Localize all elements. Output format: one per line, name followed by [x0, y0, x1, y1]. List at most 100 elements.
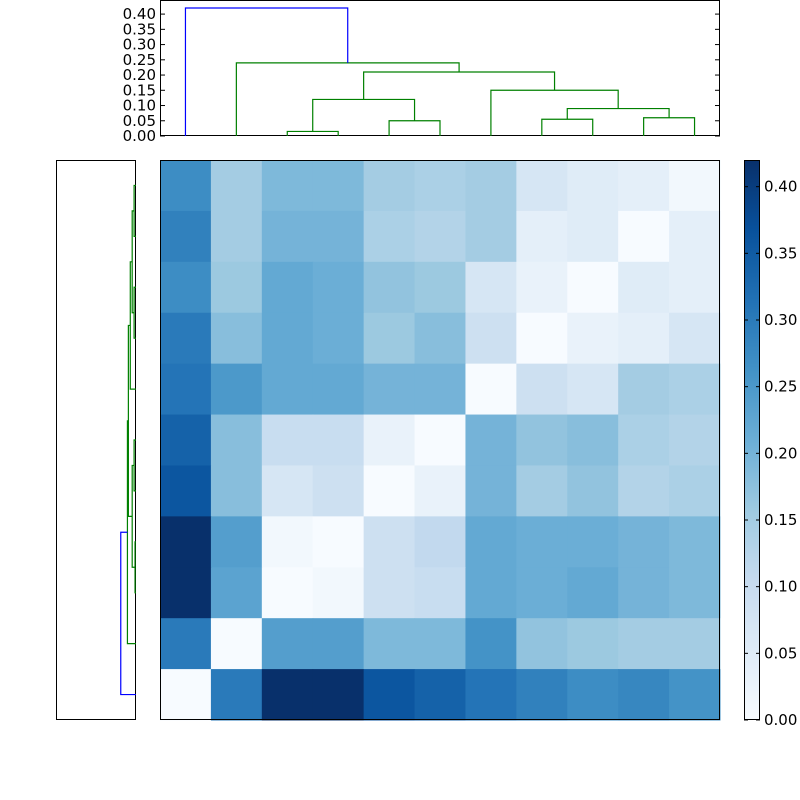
heatmap-cell: [160, 363, 212, 416]
top-dendrogram: 0.000.050.100.150.200.250.300.350.40: [123, 0, 720, 145]
heatmap-cell: [669, 669, 721, 721]
heatmap-cell: [618, 669, 670, 721]
heatmap-cell: [363, 261, 416, 314]
heatmap-cell: [669, 210, 721, 263]
heatmap-cell: [160, 312, 212, 365]
y-tick-label: 0.30: [123, 36, 156, 54]
colorbar-tick-label: 0.40: [764, 178, 797, 196]
heatmap-cell: [210, 567, 263, 619]
heatmap-cell: [465, 516, 517, 568]
heatmap-cell: [210, 669, 263, 721]
heatmap-cell: [567, 567, 619, 619]
heatmap-cell: [618, 312, 670, 365]
heatmap-cell: [363, 210, 416, 263]
heatmap-cell: [669, 312, 721, 365]
heatmap-cell: [516, 618, 568, 670]
heatmap-cell: [312, 414, 365, 466]
colorbar-tick-label: 0.25: [764, 378, 797, 396]
colorbar-frame: [744, 160, 760, 720]
heatmap-cell: [567, 516, 619, 568]
heatmap-cell: [414, 414, 466, 466]
heatmap-cell: [516, 414, 568, 466]
heatmap-cell: [312, 312, 365, 365]
dendrogram-link: [286, 130, 339, 136]
heatmap-cell: [669, 160, 721, 212]
heatmap-cell: [465, 363, 517, 416]
heatmap-cell: [567, 414, 619, 466]
heatmap-cell: [516, 160, 568, 212]
heatmap-cell: [210, 312, 263, 365]
colorbar-tick-label: 0.10: [764, 578, 797, 596]
heatmap-cell: [567, 210, 619, 263]
heatmap-cell: [567, 669, 619, 721]
heatmap-cell: [567, 160, 619, 212]
heatmap-cell: [160, 210, 212, 263]
heatmap-cell: [567, 261, 619, 314]
heatmap-cell: [261, 261, 314, 314]
heatmap-cell: [363, 669, 416, 721]
heatmap-cell: [210, 261, 263, 314]
dendrogram-link: [126, 420, 136, 645]
colorbar-tick-label: 0.15: [764, 511, 797, 529]
colorbar-tick-label: 0.05: [764, 644, 797, 662]
heatmap-cell: [516, 363, 568, 416]
heatmap-cell: [414, 312, 466, 365]
heatmap-cell: [414, 210, 466, 263]
heatmap-cell: [465, 669, 517, 721]
heatmap-cell: [414, 516, 466, 568]
heatmap-cell: [312, 567, 365, 619]
heatmap-cell: [160, 160, 212, 212]
heatmap-cell: [312, 363, 365, 416]
y-tick-label: 0.05: [123, 112, 156, 130]
heatmap-cell: [261, 567, 314, 619]
heatmap-cell: [618, 567, 670, 619]
heatmap-cell: [618, 516, 670, 568]
colorbar: 0.00 0.05 0.10 0.15 0.20 0.25 0.30 0.35 0.40: [744, 160, 797, 729]
heatmap-cell: [312, 210, 365, 263]
heatmap-cell: [516, 312, 568, 365]
heatmap-cell: [465, 618, 517, 670]
dendrogram-link: [643, 117, 696, 136]
heatmap-cell: [160, 261, 212, 314]
heatmap-cell: [516, 261, 568, 314]
heatmap-cell: [261, 465, 314, 517]
heatmap-cell: [210, 363, 263, 416]
heatmap-cell: [160, 669, 212, 721]
heatmap-cell: [669, 414, 721, 466]
heatmap-cell: [465, 160, 517, 212]
heatmap-cell: [312, 618, 365, 670]
heatmap-cell: [363, 414, 416, 466]
heatmap-cell: [160, 414, 212, 466]
heatmap-cell: [618, 414, 670, 466]
heatmap-cell: [414, 465, 466, 517]
heatmap-cell: [516, 669, 568, 721]
heatmap-cell: [312, 160, 365, 212]
heatmap-cell: [261, 210, 314, 263]
heatmap-cell: [414, 618, 466, 670]
heatmap-cell: [261, 312, 314, 365]
heatmap-cell: [516, 516, 568, 568]
dendrogram-link: [312, 98, 416, 132]
heatmap-cell: [261, 516, 314, 568]
heatmap-cell: [363, 363, 416, 416]
dendrogram-link: [541, 118, 594, 136]
heatmap-cell: [312, 465, 365, 517]
heatmap-cell: [210, 516, 263, 568]
y-tick-label: 0.40: [123, 5, 156, 23]
heatmap-cell: [160, 465, 212, 517]
heatmap-cell: [312, 669, 365, 721]
dendrogram-link: [127, 324, 133, 517]
heatmap-cell: [618, 363, 670, 416]
left-dendrogram-frame: [56, 160, 136, 720]
heatmap-cell: [516, 465, 568, 517]
heatmap-cell: [669, 567, 721, 619]
heatmap-cell: [618, 210, 670, 263]
y-tick-label: 0.20: [123, 66, 156, 84]
heatmap-cell: [567, 465, 619, 517]
heatmap-cell: [567, 618, 619, 670]
heatmap-cell: [261, 414, 314, 466]
heatmap-cell: [618, 618, 670, 670]
y-tick-label: 0.10: [123, 97, 156, 115]
dendrogram-link: [129, 261, 136, 390]
